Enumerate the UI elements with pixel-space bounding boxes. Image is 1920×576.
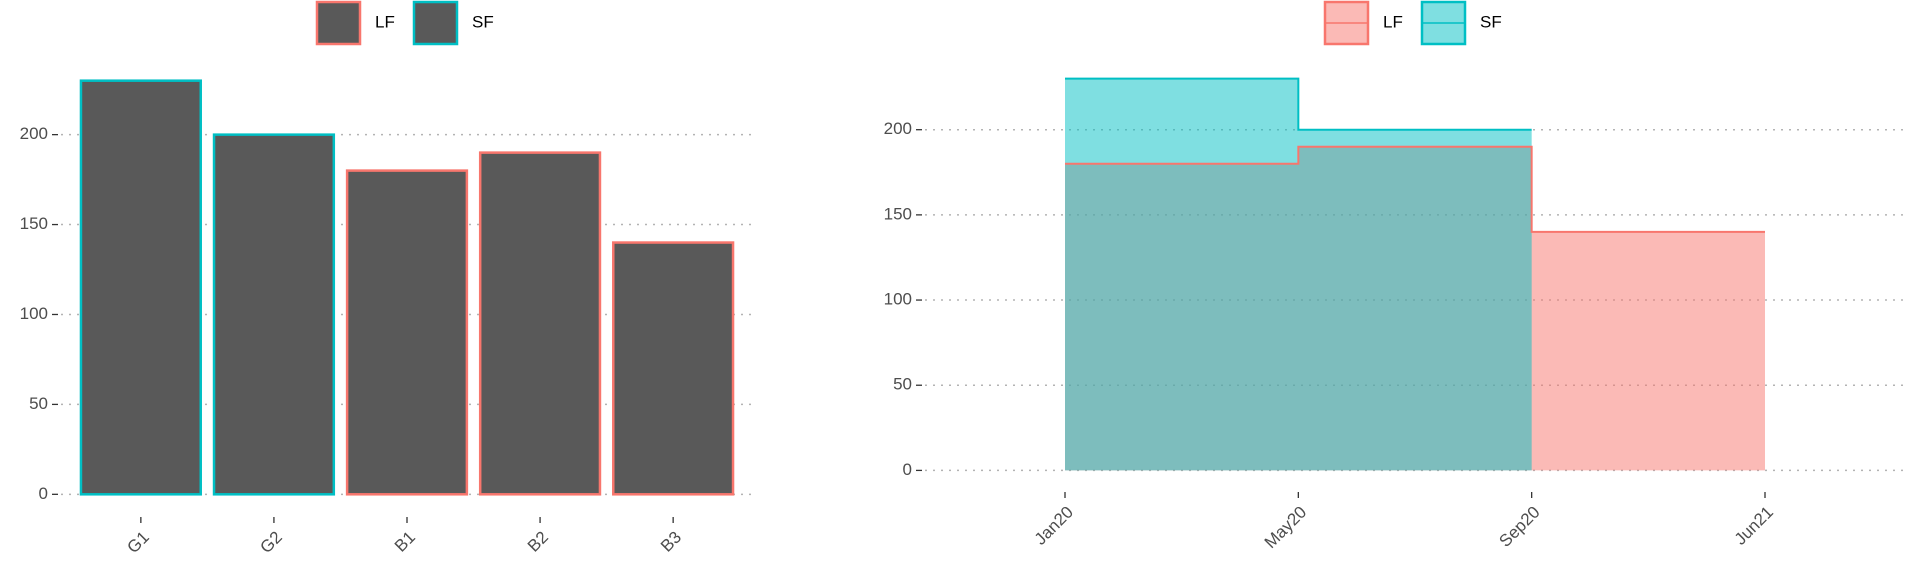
legend-label: LF — [1383, 12, 1403, 31]
x-tick-label: G1 — [123, 528, 152, 557]
y-tick-label: 150 — [20, 214, 48, 233]
y-tick-label: 150 — [884, 204, 912, 223]
bar — [79, 79, 202, 496]
x-tick-label: Jun21 — [1731, 503, 1777, 549]
y-tick-label: 0 — [903, 460, 912, 479]
x-tick-label: B2 — [524, 528, 552, 556]
y-tick-label: 200 — [884, 119, 912, 138]
x-tick-label: Jan20 — [1031, 503, 1077, 549]
x-tick-label: Sep20 — [1495, 503, 1543, 551]
y-tick-label: 200 — [20, 124, 48, 143]
y-tick-label: 100 — [884, 290, 912, 309]
y-tick-label: 50 — [893, 375, 912, 394]
x-tick-label: May20 — [1261, 503, 1311, 553]
y-tick-label: 100 — [20, 304, 48, 323]
legend-label: SF — [1480, 12, 1502, 31]
line — [1065, 145, 1765, 233]
y-tick-label: 50 — [29, 394, 48, 413]
x-tick-label: G2 — [256, 528, 285, 557]
bar — [478, 151, 602, 496]
legend-label: LF — [375, 12, 395, 31]
area — [1065, 78, 1532, 471]
y-tick-label: 0 — [39, 484, 48, 503]
legend-swatch — [315, 0, 362, 46]
bar — [345, 169, 469, 496]
x-tick-label: B1 — [391, 528, 419, 556]
bar — [212, 133, 336, 496]
line — [1065, 77, 1532, 131]
bar — [612, 241, 735, 496]
legend-label: SF — [472, 12, 494, 31]
legend-swatch — [412, 0, 459, 46]
x-tick-label: B3 — [657, 528, 685, 556]
